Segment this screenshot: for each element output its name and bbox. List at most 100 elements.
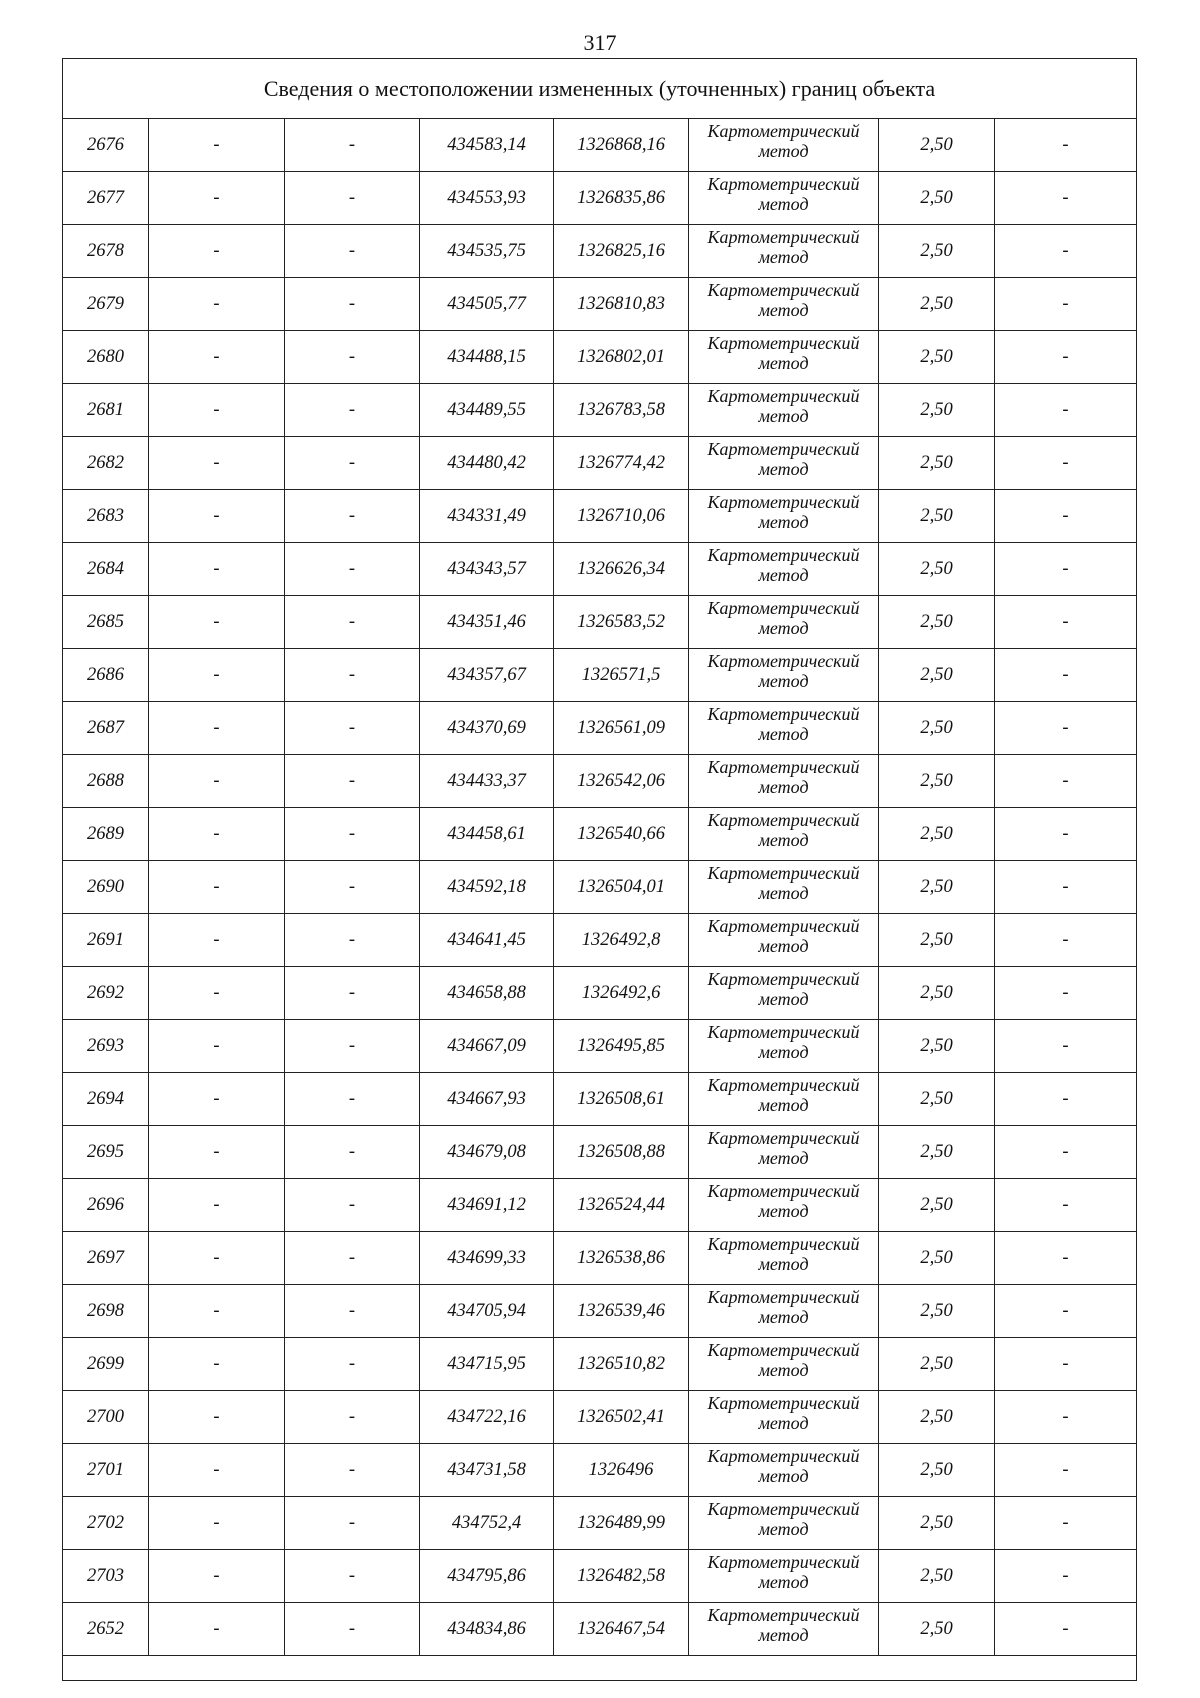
table-row: 2697- -434699,33 1326538,86 Картометрически…	[62, 1231, 1137, 1285]
y-coordinate-cell: 1326508,61	[553, 1072, 689, 1126]
col-2-cell: -	[148, 330, 285, 384]
point-number-cell: 2686	[62, 648, 149, 702]
accuracy-cell: 2,50	[878, 1072, 995, 1126]
point-number-cell: 2689	[62, 807, 149, 861]
table-row: 2701- -434731,58 1326496 Картометрический м…	[62, 1443, 1137, 1497]
col-3-cell: -	[284, 1178, 420, 1232]
x-coordinate-cell: 434658,88	[419, 966, 554, 1020]
x-coordinate-cell: 434505,77	[419, 277, 554, 331]
point-number-cell: 2677	[62, 171, 149, 225]
y-coordinate-cell: 1326835,86	[553, 171, 689, 225]
x-coordinate-cell: 434489,55	[419, 383, 554, 437]
col-2-cell: -	[148, 1549, 285, 1603]
method-cell: Картометрический метод	[688, 118, 879, 172]
y-coordinate-cell: 1326538,86	[553, 1231, 689, 1285]
accuracy-cell: 2,50	[878, 1549, 995, 1603]
col-3-cell: -	[284, 383, 420, 437]
method-cell: Картометрический метод	[688, 383, 879, 437]
table-row: 2703- -434795,86 1326482,58 Картометрически…	[62, 1549, 1137, 1603]
method-cell: Картометрический метод	[688, 860, 879, 914]
y-coordinate-cell: 1326540,66	[553, 807, 689, 861]
y-coordinate-cell: 1326561,09	[553, 701, 689, 755]
y-coordinate-cell: 1326467,54	[553, 1602, 689, 1656]
col-3-cell: -	[284, 171, 420, 225]
table-row: 2680- -434488,15 1326802,01 Картометрически…	[62, 330, 1137, 384]
col-8-cell: -	[994, 1496, 1137, 1550]
accuracy-cell: 2,50	[878, 913, 995, 967]
col-2-cell: -	[148, 1231, 285, 1285]
table-row: 2689- -434458,61 1326540,66 Картометрически…	[62, 807, 1137, 861]
col-2-cell: -	[148, 1284, 285, 1338]
col-2-cell: -	[148, 118, 285, 172]
col-8-cell: -	[994, 807, 1137, 861]
accuracy-cell: 2,50	[878, 1178, 995, 1232]
col-8-cell: -	[994, 701, 1137, 755]
col-8-cell: -	[994, 1125, 1137, 1179]
y-coordinate-cell: 1326710,06	[553, 489, 689, 543]
col-8-cell: -	[994, 277, 1137, 331]
col-8-cell: -	[994, 1178, 1137, 1232]
method-cell: Картометрический метод	[688, 1284, 879, 1338]
table-row: 2688- -434433,37 1326542,06 Картометрически…	[62, 754, 1137, 808]
col-3-cell: -	[284, 330, 420, 384]
method-cell: Картометрический метод	[688, 171, 879, 225]
col-3-cell: -	[284, 860, 420, 914]
table-row: 2691- -434641,45 1326492,8 Картометрический…	[62, 913, 1137, 967]
method-cell: Картометрический метод	[688, 1496, 879, 1550]
method-cell: Картометрический метод	[688, 489, 879, 543]
x-coordinate-cell: 434834,86	[419, 1602, 554, 1656]
accuracy-cell: 2,50	[878, 330, 995, 384]
accuracy-cell: 2,50	[878, 1602, 995, 1656]
x-coordinate-cell: 434752,4	[419, 1496, 554, 1550]
col-8-cell: -	[994, 1231, 1137, 1285]
table-row: 2696- -434691,12 1326524,44 Картометрически…	[62, 1178, 1137, 1232]
x-coordinate-cell: 434641,45	[419, 913, 554, 967]
method-cell: Картометрический метод	[688, 1337, 879, 1391]
table-row: 2677- -434553,93 1326835,86 Картометрически…	[62, 171, 1137, 225]
table-row: 2702- -434752,4 1326489,99 Картометрический…	[62, 1496, 1137, 1550]
y-coordinate-cell: 1326489,99	[553, 1496, 689, 1550]
col-2-cell: -	[148, 648, 285, 702]
x-coordinate-cell: 434553,93	[419, 171, 554, 225]
page-number: 317	[583, 30, 617, 55]
method-cell: Картометрический метод	[688, 330, 879, 384]
point-number-cell: 2678	[62, 224, 149, 278]
col-8-cell: -	[994, 595, 1137, 649]
col-3-cell: -	[284, 913, 420, 967]
point-number-cell: 2688	[62, 754, 149, 808]
table-row: 2683- -434331,49 1326710,06 Картометрически…	[62, 489, 1137, 543]
x-coordinate-cell: 434343,57	[419, 542, 554, 596]
y-coordinate-cell: 1326583,52	[553, 595, 689, 649]
col-8-cell: -	[994, 224, 1137, 278]
x-coordinate-cell: 434351,46	[419, 595, 554, 649]
table-row: 2700- -434722,16 1326502,41 Картометрически…	[62, 1390, 1137, 1444]
x-coordinate-cell: 434480,42	[419, 436, 554, 490]
method-cell: Картометрический метод	[688, 807, 879, 861]
y-coordinate-cell: 1326524,44	[553, 1178, 689, 1232]
point-number-cell: 2694	[62, 1072, 149, 1126]
col-2-cell: -	[148, 489, 285, 543]
table-row: 2686- -434357,67 1326571,5 Картометрический…	[62, 648, 1137, 702]
accuracy-cell: 2,50	[878, 595, 995, 649]
method-cell: Картометрический метод	[688, 754, 879, 808]
col-8-cell: -	[994, 542, 1137, 596]
col-3-cell: -	[284, 1549, 420, 1603]
col-3-cell: -	[284, 595, 420, 649]
col-2-cell: -	[148, 913, 285, 967]
table-row: 2678- -434535,75 1326825,16 Картометрически…	[62, 224, 1137, 278]
x-coordinate-cell: 434715,95	[419, 1337, 554, 1391]
point-number-cell: 2679	[62, 277, 149, 331]
x-coordinate-cell: 434583,14	[419, 118, 554, 172]
table-row: 2652- -434834,86 1326467,54 Картометрически…	[62, 1602, 1137, 1656]
col-2-cell: -	[148, 1496, 285, 1550]
method-cell: Картометрический метод	[688, 1390, 879, 1444]
accuracy-cell: 2,50	[878, 1284, 995, 1338]
col-8-cell: -	[994, 1072, 1137, 1126]
accuracy-cell: 2,50	[878, 1496, 995, 1550]
col-2-cell: -	[148, 807, 285, 861]
y-coordinate-cell: 1326504,01	[553, 860, 689, 914]
col-8-cell: -	[994, 1390, 1137, 1444]
x-coordinate-cell: 434370,69	[419, 701, 554, 755]
empty-row	[62, 1655, 1137, 1681]
empty-cell	[62, 1655, 1137, 1681]
